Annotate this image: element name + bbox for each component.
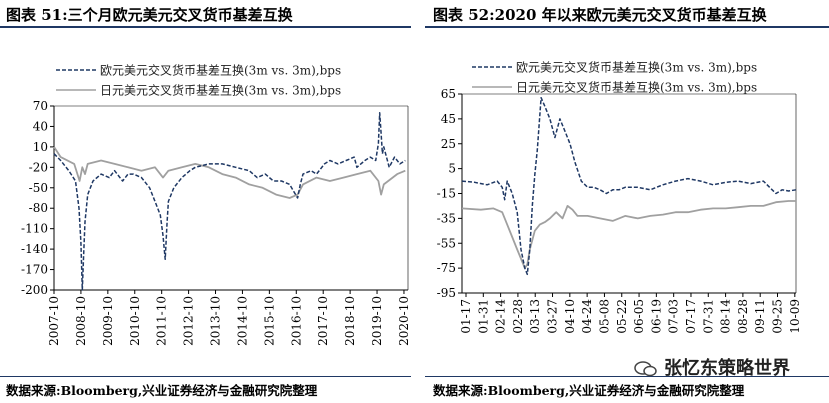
chart2-title-rule xyxy=(425,26,829,28)
chart1-legend-label-0: 欧元美元交叉货币基差互换(3m vs. 3m),bps xyxy=(100,63,341,78)
chart1-title-rule xyxy=(0,26,411,28)
chart1-x-tick-label-0: 2007-10 xyxy=(47,296,61,346)
chart2-x-tick-label-17: 09-11 xyxy=(753,299,767,334)
chart1-x-tick-label-8: 2015-10 xyxy=(262,296,276,346)
chart1-x-tick-label-10: 2017-10 xyxy=(316,296,330,346)
chart2-x-tick-label-0: 01-17 xyxy=(459,299,473,334)
chart1-x-tick-label-13: 2020-10 xyxy=(397,296,411,346)
chart2-y-tick-label-8: -95 xyxy=(437,286,456,300)
watermark-text: 张忆东策略世界 xyxy=(664,358,790,379)
chart1-x-tick-label-2: 2009-10 xyxy=(101,296,115,346)
chart1-title: 图表 51:三个月欧元美元交叉货币基差互换 xyxy=(6,6,293,24)
wechat-icon xyxy=(634,361,658,377)
chart1-x-tick-label-11: 2018-10 xyxy=(343,296,357,346)
chart2-title: 图表 52:2020 年以来欧元美元交叉货币基差互换 xyxy=(433,6,767,24)
chart2-y-tick-label-1: 45 xyxy=(441,112,456,126)
chart1-y-tick-label-7: -140 xyxy=(21,242,48,256)
chart1-legend-label-1: 日元美元交叉货币基差互换(3m vs. 3m),bps xyxy=(100,83,341,98)
chart2-x-tick-label-10: 06-05 xyxy=(632,299,646,334)
chart1-y-tick-label-2: 10 xyxy=(33,140,48,154)
chart1-x-tick-label-12: 2019-10 xyxy=(370,296,384,346)
chart1-y-tick-label-4: -50 xyxy=(29,181,48,195)
chart1-y-tick-label-8: -170 xyxy=(21,263,48,277)
chart2-source: 数据来源:Bloomberg,兴业证券经济与金融研究院整理 xyxy=(433,383,745,398)
chart2-x-tick-label-12: 07-03 xyxy=(667,299,681,334)
chart1-y-tick-label-3: -20 xyxy=(29,160,48,174)
chart2-x-tick-label-2: 02-14 xyxy=(494,299,508,334)
chart1-x-tick-label-3: 2010-10 xyxy=(128,296,142,346)
chart2-x-tick-label-5: 03-27 xyxy=(546,299,560,334)
chart2-x-tick-label-16: 08-28 xyxy=(736,299,750,334)
chart1-y-tick-label-1: 40 xyxy=(33,119,48,133)
chart1-x-tick-label-4: 2011-10 xyxy=(155,296,169,346)
chart2-x-tick-label-18: 09-25 xyxy=(771,299,785,334)
chart2-y-tick-label-7: -75 xyxy=(437,261,456,275)
chart2-y-tick-label-3: 5 xyxy=(448,162,456,176)
chart2-x-tick-label-8: 05-08 xyxy=(597,299,611,334)
chart2-x-tick-label-11: 06-19 xyxy=(649,299,663,334)
chart2-plot: 欧元美元交叉货币基差互换(3m vs. 3m),bps 日元美元交叉货币基差互换(… xyxy=(437,60,802,334)
chart1-y-tick-label-5: -80 xyxy=(29,201,48,215)
chart2-y-tick-label-2: 25 xyxy=(441,137,456,151)
chart1-x-tick-label-1: 2008-10 xyxy=(74,296,88,346)
chart2-series-line-1 xyxy=(461,200,796,270)
chart1-x-tick-label-7: 2014-10 xyxy=(235,296,249,346)
chart1-y-tick-label-9: -200 xyxy=(21,283,48,297)
chart1-x-tick-label-5: 2012-10 xyxy=(182,296,196,346)
chart2-y-tick-label-0: 65 xyxy=(441,87,456,101)
chart2-footer-rule xyxy=(425,376,829,377)
chart2-x-tick-label-6: 04-10 xyxy=(563,299,577,334)
chart1-plot: 欧元美元交叉货币基差互换(3m vs. 3m),bps 日元美元交叉货币基差互换(… xyxy=(21,63,411,346)
chart2-x-tick-label-19: 10-09 xyxy=(788,299,802,334)
chart2-x-tick-label-14: 07-31 xyxy=(701,299,715,334)
chart1-y-tick-label-0: 70 xyxy=(33,99,48,113)
chart2-x-tick-label-13: 07-17 xyxy=(684,299,698,334)
chart2-y-tick-label-4: -15 xyxy=(437,187,456,201)
chart2-y-tick-label-5: -35 xyxy=(437,211,456,225)
chart1-x-tick-label-6: 2013-10 xyxy=(209,296,223,346)
chart1-series-line-0 xyxy=(53,112,406,291)
chart1-footer-rule xyxy=(0,376,411,377)
chart1-series-line-1 xyxy=(53,146,406,199)
chart2-legend-label-0: 欧元美元交叉货币基差互换(3m vs. 3m),bps xyxy=(516,60,757,75)
chart2-x-tick-label-15: 08-14 xyxy=(719,299,733,334)
chart1-y-tick-label-6: -110 xyxy=(21,222,48,236)
chart2-x-tick-label-9: 05-22 xyxy=(615,299,629,334)
watermark: 张忆东策略世界 xyxy=(634,354,790,380)
chart2-x-tick-label-1: 01-31 xyxy=(476,299,490,334)
chart2-x-tick-label-4: 03-13 xyxy=(528,299,542,334)
chart1-x-tick-label-9: 2016-10 xyxy=(289,296,303,346)
chart1-source: 数据来源:Bloomberg,兴业证券经济与金融研究院整理 xyxy=(6,383,318,398)
chart2-y-tick-label-6: -55 xyxy=(437,236,456,250)
chart2-x-tick-label-3: 02-28 xyxy=(511,299,525,334)
chart2-series-line-0 xyxy=(461,96,797,276)
chart2-x-tick-label-7: 04-24 xyxy=(580,299,594,334)
chart2-legend-label-1: 日元美元交叉货币基差互换(3m vs. 3m),bps xyxy=(516,80,757,95)
